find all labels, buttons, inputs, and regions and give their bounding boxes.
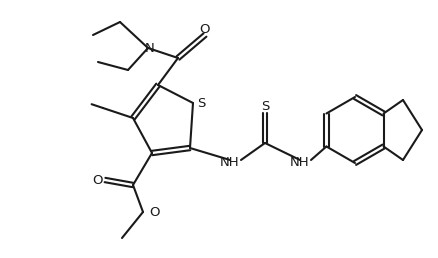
Text: O: O (148, 206, 159, 219)
Text: O: O (199, 22, 210, 36)
Text: S: S (197, 96, 205, 109)
Text: S: S (260, 100, 268, 112)
Text: N: N (145, 42, 155, 54)
Text: O: O (92, 173, 103, 187)
Text: NH: NH (220, 156, 239, 168)
Text: NH: NH (290, 156, 309, 168)
